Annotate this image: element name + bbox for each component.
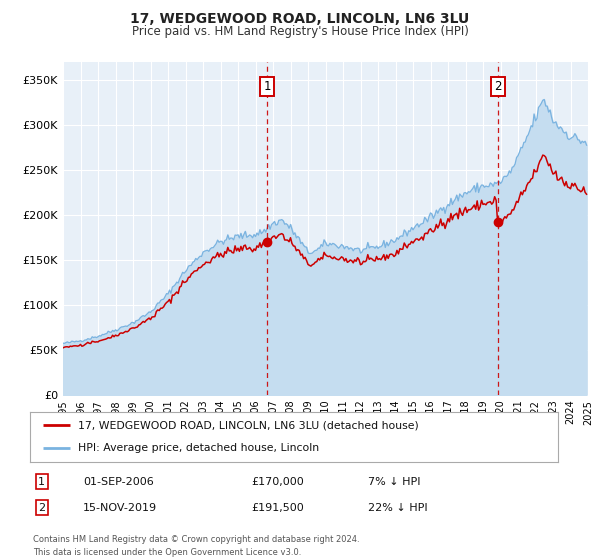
Text: 7% ↓ HPI: 7% ↓ HPI xyxy=(368,477,421,487)
Text: HPI: Average price, detached house, Lincoln: HPI: Average price, detached house, Linc… xyxy=(77,444,319,454)
Text: Price paid vs. HM Land Registry's House Price Index (HPI): Price paid vs. HM Land Registry's House … xyxy=(131,25,469,38)
Text: 01-SEP-2006: 01-SEP-2006 xyxy=(83,477,154,487)
Text: 17, WEDGEWOOD ROAD, LINCOLN, LN6 3LU: 17, WEDGEWOOD ROAD, LINCOLN, LN6 3LU xyxy=(130,12,470,26)
Text: £170,000: £170,000 xyxy=(252,477,305,487)
Text: £191,500: £191,500 xyxy=(252,502,305,512)
Text: 1: 1 xyxy=(38,477,45,487)
Text: 22% ↓ HPI: 22% ↓ HPI xyxy=(368,502,428,512)
Text: 17, WEDGEWOOD ROAD, LINCOLN, LN6 3LU (detached house): 17, WEDGEWOOD ROAD, LINCOLN, LN6 3LU (de… xyxy=(77,420,418,430)
Text: 2: 2 xyxy=(38,502,45,512)
Text: 1: 1 xyxy=(263,80,271,93)
Text: 15-NOV-2019: 15-NOV-2019 xyxy=(83,502,157,512)
Text: 2: 2 xyxy=(494,80,502,93)
Text: Contains HM Land Registry data © Crown copyright and database right 2024.
This d: Contains HM Land Registry data © Crown c… xyxy=(33,535,359,557)
